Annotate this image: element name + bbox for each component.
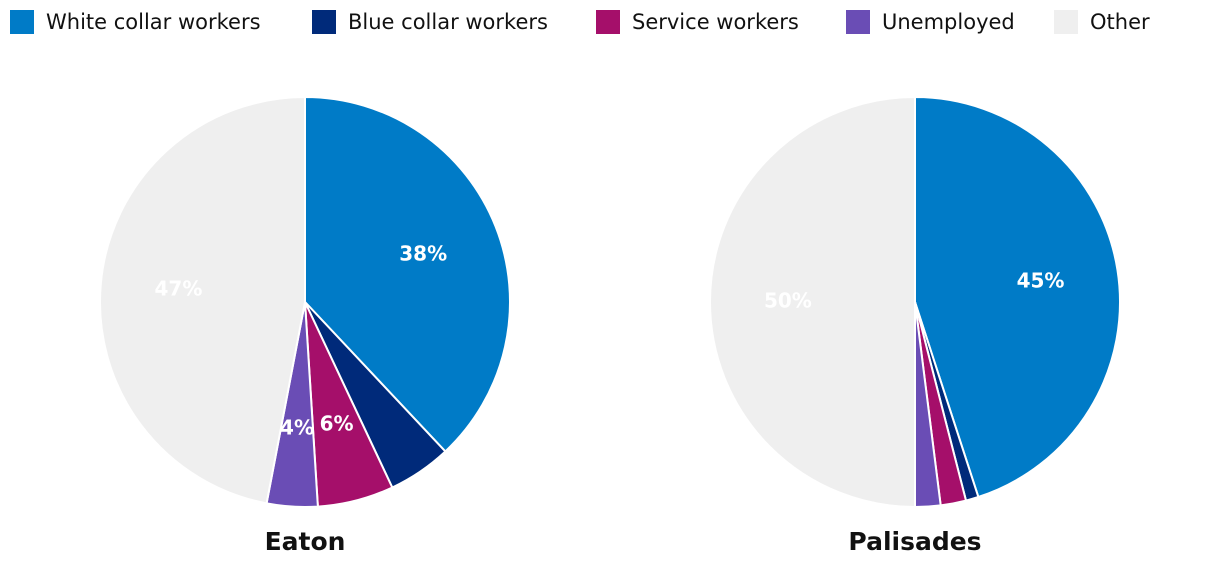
legend-label: Other: [1090, 10, 1150, 34]
legend-swatch: [596, 10, 620, 34]
legend-swatch: [846, 10, 870, 34]
legend-swatch: [312, 10, 336, 34]
data-label: 47%: [155, 277, 203, 301]
data-label: 6%: [320, 412, 354, 436]
legend-label: White collar workers: [46, 10, 261, 34]
chart-title: Eaton: [265, 527, 346, 556]
legend-swatch: [1054, 10, 1078, 34]
pie-slice: [914, 95, 1121, 499]
data-label: 50%: [764, 289, 812, 313]
pie-slice: [304, 95, 511, 453]
pie-slice: [99, 95, 306, 505]
legend-swatch: [10, 10, 34, 34]
chart-title: Palisades: [848, 527, 981, 556]
legend-label: Blue collar workers: [348, 10, 548, 34]
data-label: 38%: [399, 242, 447, 266]
legend-label: Unemployed: [882, 10, 1015, 34]
data-label: 4%: [280, 415, 314, 439]
data-label: 45%: [1017, 269, 1065, 293]
legend-label: Service workers: [632, 10, 799, 34]
pie-slice: [709, 95, 916, 509]
